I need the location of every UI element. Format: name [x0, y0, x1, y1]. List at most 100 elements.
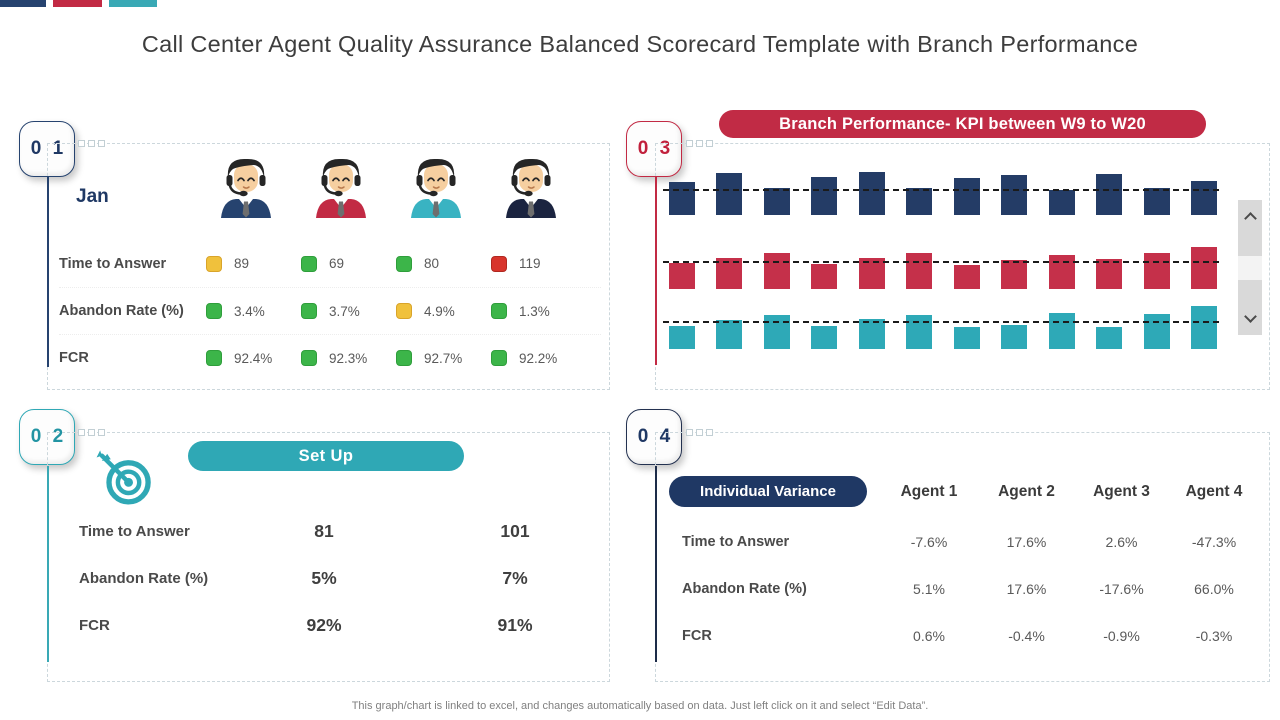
- bar: [1190, 306, 1217, 349]
- setup-rows: Time to Answer 81 101 Abandon Rate (%) 5%…: [79, 508, 589, 649]
- panel-setup: Set Up Time to Answer 81 101 Abandon Rate…: [47, 429, 610, 682]
- bar: [1001, 325, 1028, 349]
- setup-button[interactable]: Set Up: [188, 441, 464, 471]
- metric-label: Time to Answer: [682, 533, 790, 550]
- status-square-good: [396, 350, 412, 366]
- agent-avatar: [293, 156, 388, 220]
- bar: [1143, 253, 1170, 289]
- variance-value: 5.1%: [913, 580, 945, 597]
- section-accent-line: [47, 466, 49, 662]
- metric-value: 1.3%: [519, 303, 550, 319]
- variance-value: -7.6%: [910, 533, 948, 550]
- variance-value: 2.6%: [1105, 533, 1138, 550]
- bar: [1001, 260, 1028, 289]
- metric-value: 4.9%: [424, 303, 455, 319]
- section-badge-04: 0 4: [626, 409, 682, 465]
- variance-row: FCR 0.6% -0.4% -0.9% -0.3%: [669, 612, 1261, 659]
- bar: [1096, 259, 1123, 289]
- scroll-down-button[interactable]: [1238, 280, 1262, 335]
- scorecard-row: FCR 92.4% 92.3% 92.7% 92.2%: [59, 334, 601, 381]
- target-icon: [93, 446, 157, 513]
- metric-cell: 92.3%: [293, 350, 388, 366]
- metric-cell: 69: [293, 255, 388, 272]
- bar: [1143, 188, 1170, 215]
- metric-label: Abandon Rate (%): [59, 303, 184, 319]
- agent-avatar: [198, 156, 293, 220]
- deco-squares: [78, 429, 105, 436]
- bar: [906, 315, 933, 349]
- agent-column-header: Agent 1: [900, 482, 958, 500]
- panel-monthly-scorecard: Jan: [47, 140, 610, 390]
- setup-row: Time to Answer 81 101: [79, 508, 589, 555]
- target-value: 101: [500, 521, 530, 541]
- section-accent-line: [655, 177, 657, 365]
- metric-value: 92.4%: [234, 350, 273, 366]
- chevron-down-icon: [1243, 310, 1257, 323]
- metric-value: 3.4%: [234, 303, 265, 319]
- variance-value: -47.3%: [1191, 533, 1237, 550]
- deco-bar-red: [53, 0, 102, 7]
- bar: [1048, 190, 1075, 215]
- deco-squares: [686, 429, 713, 436]
- status-square-warning: [396, 303, 412, 319]
- deco-squares: [78, 140, 105, 147]
- target-value: 5%: [311, 568, 337, 588]
- metric-label: FCR: [79, 617, 110, 634]
- bar: [1001, 175, 1028, 215]
- chart-title-banner: Branch Performance- KPI between W9 to W2…: [719, 110, 1206, 138]
- scroll-up-button[interactable]: [1238, 200, 1262, 256]
- footer-note: This graph/chart is linked to excel, and…: [351, 700, 929, 712]
- variance-header-row: Individual Variance Agent 1 Agent 2 Agent …: [669, 476, 1261, 507]
- deco-squares: [686, 140, 713, 147]
- bar: [669, 182, 695, 215]
- bar: [953, 327, 980, 349]
- panel-branch-performance[interactable]: Branch Performance- KPI between W9 to W2…: [655, 110, 1270, 390]
- bar: [1048, 255, 1075, 289]
- metric-cell: 80: [388, 255, 483, 272]
- variance-value: 17.6%: [1006, 580, 1047, 597]
- metric-label: Abandon Rate (%): [79, 570, 209, 587]
- variance-row: Abandon Rate (%) 5.1% 17.6% -17.6% 66.0%: [669, 565, 1261, 612]
- bar: [716, 258, 743, 289]
- metric-label: FCR: [682, 627, 712, 644]
- bar: [953, 265, 980, 289]
- metric-label: Abandon Rate (%): [682, 580, 807, 597]
- chart-scrollbar[interactable]: [1238, 200, 1262, 335]
- panel-individual-variance: Individual Variance Agent 1 Agent 2 Agent …: [655, 429, 1270, 682]
- agent-column-header: Agent 3: [1093, 482, 1150, 500]
- bar: [858, 319, 885, 349]
- bar: [763, 188, 790, 215]
- scorecard-row: Abandon Rate (%) 3.4% 3.7% 4.9% 1.3%: [59, 287, 601, 334]
- variance-value: 0.6%: [913, 627, 945, 644]
- target-value: 92%: [306, 615, 342, 635]
- bar: [811, 177, 838, 215]
- bar: [1143, 314, 1170, 349]
- metric-cell: 89: [198, 255, 293, 272]
- metric-label: FCR: [59, 350, 89, 366]
- metric-cell: 3.4%: [198, 303, 293, 319]
- average-dashed-line: [663, 189, 1219, 191]
- status-square-good: [301, 255, 317, 272]
- target-value: 81: [314, 521, 334, 541]
- metric-cell: 92.2%: [483, 350, 578, 366]
- bar: [763, 253, 790, 289]
- target-value: 7%: [502, 568, 528, 588]
- bar: [716, 320, 743, 349]
- section-accent-line: [47, 177, 49, 367]
- individual-variance-pill: Individual Variance: [669, 476, 867, 507]
- metric-cell: 119: [483, 255, 578, 272]
- status-square-good: [491, 303, 507, 319]
- variance-rows: Time to Answer -7.6% 17.6% 2.6% -47.3% Aban…: [669, 518, 1261, 659]
- bar: [953, 178, 980, 215]
- variance-value: -0.4%: [1008, 627, 1045, 644]
- bar: [906, 188, 933, 215]
- variance-value: 66.0%: [1194, 580, 1234, 597]
- setup-row: Abandon Rate (%) 5% 7%: [79, 555, 589, 602]
- scorecard-row: Time to Answer 89 69 80 119: [59, 240, 601, 287]
- bar: [1048, 313, 1075, 349]
- status-square-good: [491, 350, 507, 366]
- bar: [906, 253, 933, 289]
- setup-row: FCR 92% 91%: [79, 602, 589, 649]
- metric-value: 119: [519, 256, 541, 271]
